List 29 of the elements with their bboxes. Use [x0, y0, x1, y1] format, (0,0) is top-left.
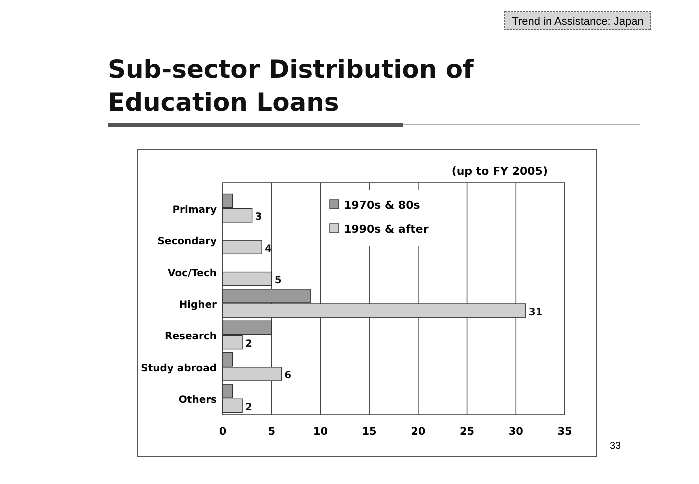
data-label: 6	[284, 370, 292, 382]
chart-subtitle: (up to FY 2005)	[452, 165, 548, 178]
y-tick-label: Higher	[179, 300, 218, 311]
x-tick-label: 5	[268, 426, 276, 438]
y-tick-label: Secondary	[158, 236, 218, 248]
data-label: 31	[528, 307, 543, 318]
x-tick-label: 10	[313, 426, 328, 438]
bar	[222, 272, 272, 286]
y-tick-label: Others	[178, 395, 218, 406]
x-tick-label: 35	[558, 426, 572, 438]
text: 33	[610, 441, 622, 452]
x-tick-label: 20	[411, 426, 426, 438]
x-tick-label: 25	[460, 426, 475, 438]
data-label: 2	[246, 402, 253, 414]
data-label: 2	[246, 339, 253, 350]
legend-label: 1990s & after	[344, 223, 430, 236]
x-tick-label: 15	[362, 426, 377, 438]
y-tick-label: Research	[165, 332, 217, 343]
data-label: 5	[274, 276, 282, 287]
text: Trend in Assistance: Japan	[512, 16, 644, 28]
bar	[222, 240, 262, 255]
chart-title: Sub-sector Distribution of Education Loans	[108, 55, 476, 117]
legend-label: 1970s & 80s	[344, 199, 421, 212]
x-tick-label: 0	[219, 426, 227, 438]
x-tick-label: 30	[508, 426, 524, 438]
y-tick-label: Voc/Tech	[168, 268, 217, 280]
data-label: 3	[255, 212, 262, 224]
y-tick-label: Primary	[172, 204, 218, 216]
y-tick-label: Study abroad	[141, 363, 217, 374]
